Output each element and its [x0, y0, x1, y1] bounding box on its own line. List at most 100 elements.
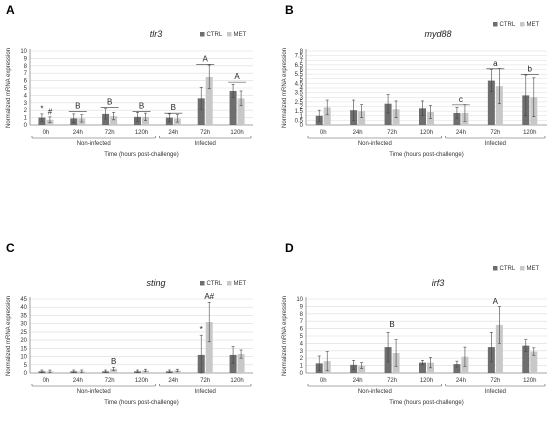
legend-swatch-ctrl — [493, 22, 498, 27]
x-tick-label: 120h — [420, 130, 433, 136]
group-label: Infected — [195, 389, 216, 395]
chart-title: sting — [146, 278, 165, 288]
y-axis-label: Normalized mRNA expression — [6, 296, 12, 376]
bar-ctrl — [453, 112, 461, 125]
panel-letter: A — [6, 3, 15, 17]
y-tick-label: 5 — [300, 77, 304, 83]
x-tick-label: 72h — [105, 130, 115, 136]
significance-label: b — [528, 64, 533, 73]
bar-ctrl — [384, 103, 392, 125]
significance-label: B — [75, 102, 80, 111]
x-tick-label: 0h — [320, 378, 327, 384]
legend-label-met: MET — [234, 281, 247, 287]
significance-label: A# — [204, 292, 214, 301]
chart-title: irf3 — [432, 278, 445, 288]
bar-ctrl — [419, 108, 426, 125]
bar-met — [110, 368, 118, 373]
panel-letter: D — [285, 241, 294, 255]
x-tick-label: 72h — [105, 378, 115, 384]
bar-ctrl — [229, 90, 237, 125]
y-tick-label: 5 — [24, 363, 28, 369]
bar-met — [205, 76, 213, 125]
y-tick-label: 4.5 — [295, 81, 304, 87]
significance-label: a — [493, 59, 498, 68]
y-tick-label: 2 — [300, 356, 304, 362]
x-tick-label: 120h — [523, 378, 536, 384]
bar-met — [495, 86, 503, 125]
group-label: Non-infected — [77, 389, 111, 395]
y-tick-label: 2.5 — [295, 100, 304, 106]
y-tick-label: 10 — [296, 297, 303, 303]
y-tick-label: 0 — [300, 371, 304, 377]
x-axis-label: Time (hours post-challenge) — [389, 400, 463, 406]
y-tick-label: 3.5 — [295, 91, 304, 97]
y-tick-label: 6 — [300, 68, 304, 74]
y-axis-label: Normalized mRNA expression — [6, 48, 12, 128]
bar-ctrl — [102, 113, 110, 125]
x-tick-label: 24h — [353, 378, 363, 384]
x-tick-label: 24h — [73, 378, 83, 384]
x-tick-label: 72h — [490, 378, 500, 384]
y-tick-label: 30 — [20, 322, 27, 328]
x-tick-label: 72h — [387, 378, 397, 384]
x-axis-label: Time (hours post-challenge) — [104, 400, 178, 406]
y-tick-label: 8 — [24, 64, 28, 70]
legend-swatch-ctrl — [493, 266, 498, 271]
y-tick-label: 5.5 — [295, 72, 304, 78]
significance-label: A — [234, 72, 240, 81]
y-tick-label: 40 — [20, 305, 27, 311]
y-tick-label: 1 — [300, 364, 304, 370]
bar-ctrl — [522, 345, 530, 373]
y-tick-label: 8 — [300, 49, 304, 55]
bar-met — [142, 116, 149, 125]
x-tick-label: 0h — [320, 130, 327, 136]
y-tick-label: 15 — [20, 346, 27, 352]
x-tick-label: 24h — [456, 378, 466, 384]
legend-swatch-met — [520, 22, 525, 27]
y-tick-label: 9 — [24, 56, 28, 62]
bar-met — [495, 324, 503, 373]
significance-label: * — [200, 325, 203, 334]
group-label: Infected — [485, 389, 506, 395]
bar-ctrl — [487, 80, 495, 125]
bar-ctrl — [197, 98, 205, 125]
y-tick-label: 1 — [300, 114, 304, 120]
bar-ctrl — [453, 364, 461, 373]
bar-met — [358, 365, 366, 373]
bar-met — [205, 322, 213, 373]
x-tick-label: 24h — [168, 378, 178, 384]
x-tick-label: 120h — [523, 130, 536, 136]
bar-met — [323, 107, 331, 125]
chart-title: myd88 — [424, 29, 451, 39]
legend-label-met: MET — [527, 266, 540, 272]
panel-letter: B — [285, 3, 294, 17]
y-tick-label: 4 — [300, 86, 304, 92]
x-tick-label: 24h — [456, 130, 466, 136]
y-tick-label: 25 — [20, 330, 27, 336]
y-tick-label: 0 — [300, 123, 304, 129]
x-tick-label: 24h — [353, 130, 363, 136]
group-label: Infected — [485, 141, 506, 147]
y-tick-label: 2 — [300, 105, 304, 111]
significance-label: A — [203, 54, 209, 63]
y-tick-label: 45 — [20, 297, 27, 303]
y-tick-label: 5 — [300, 334, 304, 340]
significance-label: * — [40, 105, 43, 114]
y-tick-label: 1 — [24, 116, 28, 122]
x-tick-label: 24h — [73, 130, 83, 136]
bar-ctrl — [229, 354, 237, 373]
significance-label: B — [139, 102, 144, 111]
chart-title: tlr3 — [150, 29, 163, 39]
x-tick-label: 120h — [420, 378, 433, 384]
group-label: Non-infected — [358, 389, 392, 395]
legend-swatch-met — [227, 32, 232, 37]
legend-label-ctrl: CTRL — [500, 22, 516, 28]
x-tick-label: 120h — [135, 130, 148, 136]
y-tick-label: 4 — [300, 341, 304, 347]
y-axis-label: Normalized mRNA expression — [282, 48, 288, 128]
x-tick-label: 72h — [387, 130, 397, 136]
x-tick-label: 0h — [43, 130, 50, 136]
significance-label: A — [493, 297, 499, 306]
